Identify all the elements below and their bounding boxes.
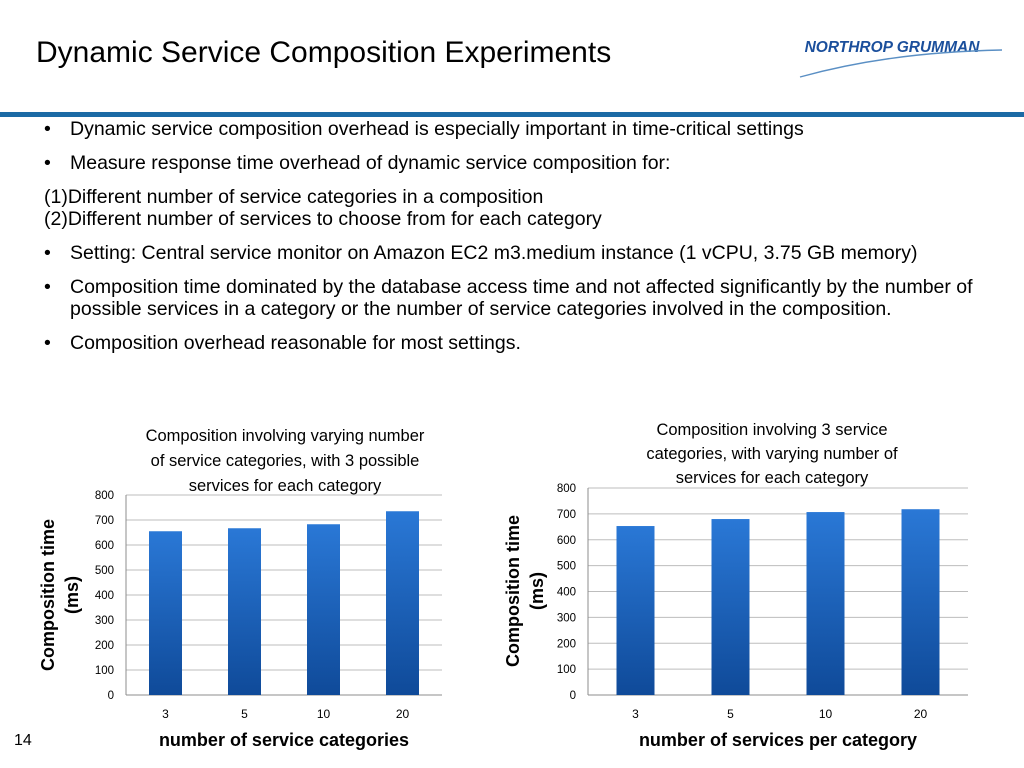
x-tick-label: 3 xyxy=(162,707,169,721)
y-tick-label: 700 xyxy=(557,509,576,521)
y-tick-label: 100 xyxy=(557,664,576,676)
y-axis-label: Composition time (ms) xyxy=(503,515,547,667)
bullet-item: Dynamic service composition overhead is … xyxy=(44,118,994,140)
bullet-item: Measure response time overhead of dynami… xyxy=(44,152,994,174)
numbered-list: (1)Different number of service categorie… xyxy=(44,186,994,230)
y-tick-label: 200 xyxy=(557,638,576,650)
title-divider xyxy=(0,112,1024,117)
y-tick-label: 200 xyxy=(95,640,114,652)
y-tick-label: 500 xyxy=(95,565,114,577)
y-tick-label: 400 xyxy=(95,590,114,602)
y-tick-label: 300 xyxy=(95,615,114,627)
y-axis-label: Composition time (ms) xyxy=(38,519,82,671)
numbered-item: (2)Different number of services to choos… xyxy=(44,208,602,230)
y-tick-label: 0 xyxy=(570,690,576,702)
y-tick-label: 500 xyxy=(557,561,576,573)
y-tick-label: 600 xyxy=(557,535,576,547)
chart-title-line: categories, with varying number of xyxy=(646,445,898,463)
bar xyxy=(307,524,340,695)
numbered-item: (1)Different number of service categorie… xyxy=(44,186,544,208)
bullet-list: Dynamic service composition overhead is … xyxy=(44,118,994,366)
x-tick-label: 20 xyxy=(396,707,410,721)
x-tick-label: 20 xyxy=(914,707,928,721)
chart-2-caption: Composition involving 3 service categori… xyxy=(582,418,962,490)
x-tick-label: 5 xyxy=(241,707,248,721)
chart-title-line: Composition involving 3 service xyxy=(656,421,888,439)
x-tick-label: 10 xyxy=(317,707,331,721)
northrop-grumman-logo: NORTHROP GRUMMAN xyxy=(799,39,1003,78)
logo-text: NORTHROP GRUMMAN xyxy=(805,39,981,56)
y-tick-label: 100 xyxy=(95,665,114,677)
x-axis-label: number of service categories xyxy=(159,730,409,750)
bar xyxy=(616,526,655,695)
chart-1-caption: Composition involving varying number of … xyxy=(95,424,475,499)
y-tick-label: 600 xyxy=(95,540,114,552)
bullet-item: Setting: Central service monitor on Amaz… xyxy=(44,242,994,264)
chart-title-line: services for each category xyxy=(675,469,869,487)
chart-title-line: Composition involving varying number xyxy=(145,427,425,445)
bullet-item: Composition time dominated by the databa… xyxy=(44,276,994,320)
bar xyxy=(806,512,845,695)
x-axis-label: number of services per category xyxy=(639,730,917,750)
chart-title-line: services for each category xyxy=(188,477,382,495)
y-tick-label: 400 xyxy=(557,587,576,599)
y-tick-label: 800 xyxy=(95,490,114,502)
bar xyxy=(386,511,419,695)
x-tick-label: 3 xyxy=(632,707,639,721)
y-tick-label: 0 xyxy=(108,690,114,702)
bar xyxy=(901,509,940,695)
y-tick-label: 800 xyxy=(557,483,576,495)
y-tick-label: 300 xyxy=(557,612,576,624)
x-tick-label: 5 xyxy=(727,707,734,721)
x-tick-label: 10 xyxy=(819,707,833,721)
chart-title-line: of service categories, with 3 possible xyxy=(150,452,420,470)
bar xyxy=(228,528,261,695)
page-number: 14 xyxy=(14,732,32,749)
bar xyxy=(711,519,750,695)
bar xyxy=(149,531,182,695)
bullet-item: Composition overhead reasonable for most… xyxy=(44,332,994,354)
y-tick-label: 700 xyxy=(95,515,114,527)
slide-title: Dynamic Service Composition Experiments xyxy=(36,36,612,69)
